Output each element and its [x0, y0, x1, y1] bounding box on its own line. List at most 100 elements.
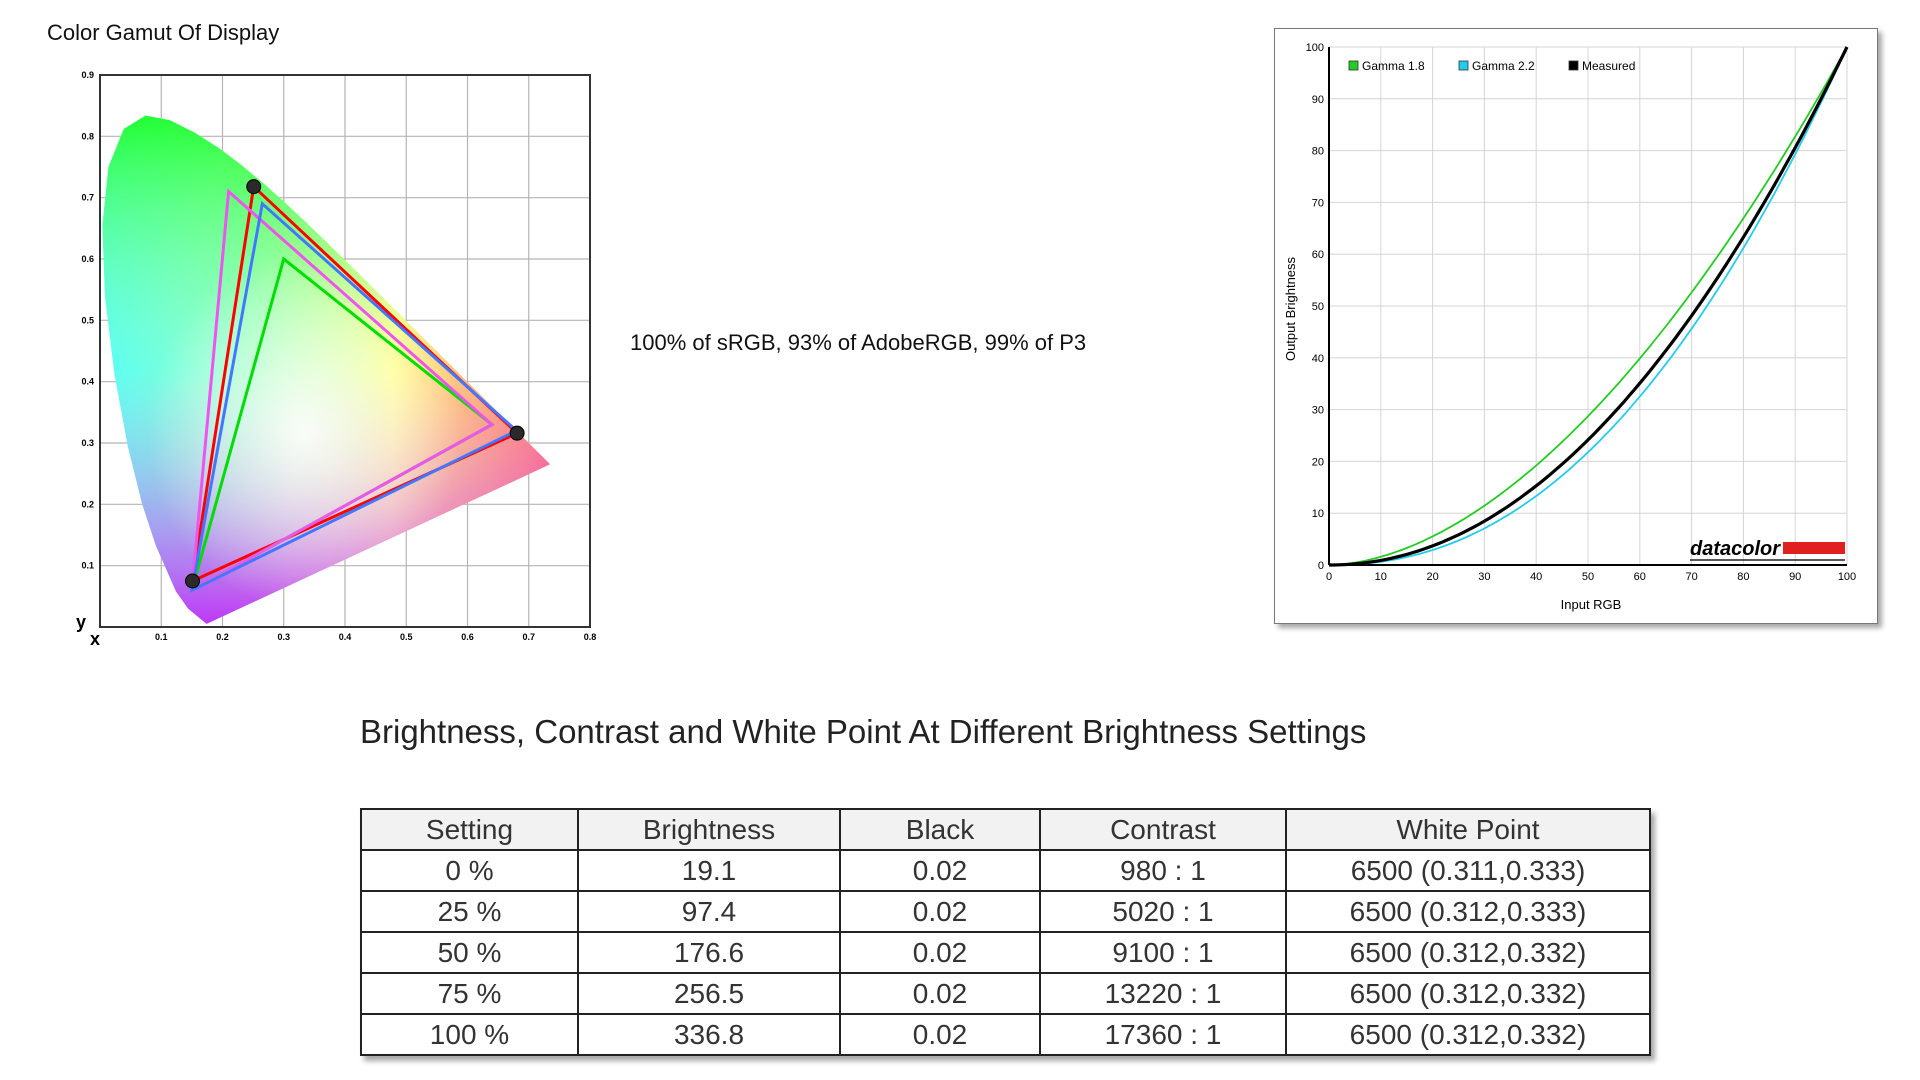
gamma-y-tick-label: 20	[1312, 456, 1324, 468]
gamut-y-tick-label: 0.4	[81, 377, 94, 387]
gamma-y-tick-label: 30	[1312, 405, 1324, 417]
gamut-primary-point	[246, 179, 262, 195]
gamut-x-tick-label: 0.2	[216, 632, 229, 642]
cell-black: 0.02	[839, 972, 1041, 1015]
legend-swatch	[1568, 60, 1579, 71]
gamut-triangle	[190, 188, 495, 593]
gamut-y-tick-label: 0.7	[81, 193, 94, 203]
table-title: Brightness, Contrast and White Point At …	[360, 713, 1367, 750]
legend-label: Measured	[1582, 59, 1635, 73]
gamma-x-tick-label: 80	[1737, 571, 1749, 583]
y-axis-label: y	[76, 612, 86, 632]
cell-brightness: 256.5	[577, 972, 841, 1015]
spectral-locus-white	[102, 115, 551, 624]
gamut-y-tick-label: 0.3	[81, 438, 94, 448]
cell-setting: 50 %	[360, 931, 579, 974]
legend-label: Gamma 1.8	[1362, 59, 1425, 73]
gamut-x-tick-label: 0.6	[461, 632, 474, 642]
cell-black: 0.02	[839, 931, 1041, 974]
gamma-x-tick-label: 20	[1426, 571, 1438, 583]
gamut-y-tick-label: 0.1	[81, 561, 94, 571]
table-row: 75 % 256.5 0.02 13220 : 1 6500 (0.312,0.…	[360, 972, 1651, 1015]
gamut-x-tick-label: 0.3	[277, 632, 290, 642]
gamma-svg: 0 10 20 30 40 50 60 70 80 90 100 0 10 20 30 40 50 60 70 80 9…	[1283, 42, 1856, 612]
gamut-y-tick-label: 0.2	[81, 499, 94, 509]
table-row: 50 % 176.6 0.02 9100 : 1 6500 (0.312,0.3…	[360, 931, 1651, 974]
datacolor-logo: datacolor	[1690, 538, 1845, 561]
cell-black: 0.02	[839, 849, 1041, 892]
gamut-x-tick-label: 0.4	[339, 632, 352, 642]
cell-contrast: 17360 : 1	[1039, 1013, 1287, 1056]
gamma-x-tick-label: 60	[1634, 571, 1646, 583]
cell-brightness: 19.1	[577, 849, 841, 892]
gamma-y-tick-label: 60	[1312, 249, 1324, 261]
gamma-y-tick-label: 10	[1312, 508, 1324, 520]
gamma-x-tick-label: 70	[1685, 571, 1697, 583]
cell-white-point: 6500 (0.312,0.332)	[1285, 1013, 1651, 1056]
header-black: Black	[839, 808, 1041, 851]
cell-contrast: 9100 : 1	[1039, 931, 1287, 974]
gamma-y-tick-label: 0	[1318, 560, 1324, 572]
table-row: 100 % 336.8 0.02 17360 : 1 6500 (0.312,0…	[360, 1013, 1651, 1056]
cell-white-point: 6500 (0.312,0.333)	[1285, 890, 1651, 933]
gamma-chart: 0 10 20 30 40 50 60 70 80 90 100 0 10 20 30 40 50 60 70 80 9…	[1274, 28, 1878, 624]
cell-black: 0.02	[839, 890, 1041, 933]
gamut-y-tick-label: 0.5	[81, 315, 94, 325]
gamma-y-tick-label: 50	[1312, 301, 1324, 313]
gamma-y-tick-label: 80	[1312, 146, 1324, 158]
gamma-x-axis-label: Input RGB	[1561, 597, 1622, 612]
gamma-y-tick-label: 70	[1312, 197, 1324, 209]
gamma-x-tick-label: 40	[1530, 571, 1542, 583]
gamut-coverage-text: 100% of sRGB, 93% of AdobeRGB, 99% of P3	[630, 330, 1087, 355]
cie-gamut-chart: 0.1 0.2 0.3 0.4 0.5 0.6 0.7 0.8 0.1 0.2 0.3 0.4 0.5 0…	[60, 60, 600, 650]
cell-black: 0.02	[839, 1013, 1041, 1056]
gamut-x-tick-label: 0.7	[522, 632, 535, 642]
table-row: 0 % 19.1 0.02 980 : 1 6500 (0.311,0.333)	[360, 849, 1651, 892]
legend-label: Gamma 2.2	[1472, 59, 1535, 73]
cell-setting: 100 %	[360, 1013, 579, 1056]
gamut-title: Color Gamut Of Display	[47, 20, 280, 45]
gamma-series-line	[1328, 46, 1848, 566]
gamma-x-tick-label: 50	[1582, 571, 1594, 583]
header-white-point: White Point	[1285, 808, 1651, 851]
legend-swatch	[1348, 60, 1359, 71]
cell-white-point: 6500 (0.311,0.333)	[1285, 849, 1651, 892]
gamut-y-tick-label: 0.8	[81, 131, 94, 141]
cell-contrast: 13220 : 1	[1039, 972, 1287, 1015]
gamma-x-tick-label: 100	[1838, 571, 1856, 583]
gamut-x-tick-label: 0.5	[400, 632, 413, 642]
gamut-primary-point	[184, 573, 200, 589]
legend-swatch	[1458, 60, 1469, 71]
gamut-x-tick-label: 0.8	[584, 632, 597, 642]
cell-contrast: 980 : 1	[1039, 849, 1287, 892]
gamma-x-tick-label: 0	[1326, 571, 1332, 583]
cell-white-point: 6500 (0.312,0.332)	[1285, 931, 1651, 974]
cie-gamut-svg: 0.1 0.2 0.3 0.4 0.5 0.6 0.7 0.8 0.1 0.2 0.3 0.4 0.5 0…	[76, 70, 597, 649]
gamma-series-line	[1329, 46, 1849, 567]
gamma-y-tick-label: 100	[1306, 42, 1324, 54]
cell-brightness: 336.8	[577, 1013, 841, 1056]
gamma-y-axis-label: Output Brightness	[1283, 256, 1298, 361]
table-header-row: Setting Brightness Black Contrast White …	[360, 808, 1651, 851]
x-axis-label: x	[90, 629, 100, 649]
gamut-y-tick-label: 0.9	[81, 70, 94, 80]
gamma-x-tick-label: 30	[1478, 571, 1490, 583]
cell-setting: 0 %	[360, 849, 579, 892]
gamut-triangle	[190, 183, 520, 584]
header-brightness: Brightness	[577, 808, 841, 851]
datacolor-wordmark: datacolor	[1690, 538, 1781, 560]
cell-brightness: 176.6	[577, 931, 841, 974]
header-contrast: Contrast	[1039, 808, 1287, 851]
gamut-x-tick-label: 0.1	[155, 632, 168, 642]
cell-brightness: 97.4	[577, 890, 841, 933]
cell-white-point: 6500 (0.312,0.332)	[1285, 972, 1651, 1015]
gamut-y-tick-label: 0.6	[81, 254, 94, 264]
cell-contrast: 5020 : 1	[1039, 890, 1287, 933]
gamma-y-tick-label: 40	[1312, 353, 1324, 365]
cell-setting: 25 %	[360, 890, 579, 933]
gamma-x-tick-label: 10	[1375, 571, 1387, 583]
gamut-triangle	[189, 200, 520, 593]
gamma-y-tick-label: 90	[1312, 94, 1324, 106]
table-row: 25 % 97.4 0.02 5020 : 1 6500 (0.312,0.33…	[360, 890, 1651, 933]
brightness-table: Setting Brightness Black Contrast White …	[360, 808, 1651, 1056]
